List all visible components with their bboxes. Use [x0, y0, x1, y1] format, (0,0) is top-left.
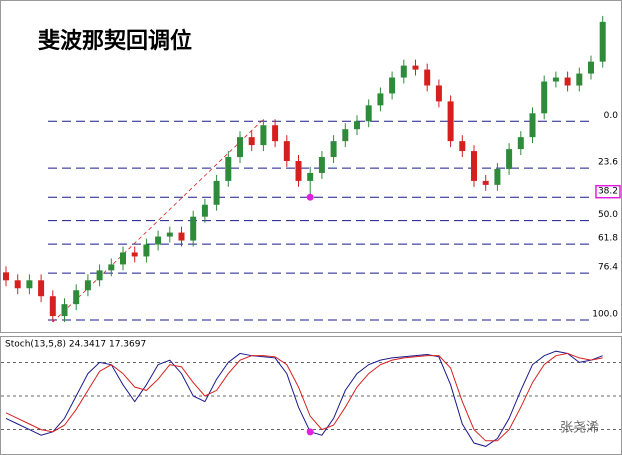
candle-body: [131, 252, 138, 257]
highlight-dot: [306, 428, 314, 436]
candle-body: [318, 157, 325, 173]
fib-label: 76.4: [598, 263, 618, 273]
stoch-line: [5, 350, 603, 447]
candle-body: [14, 280, 21, 289]
fib-label: 50.0: [598, 210, 618, 220]
candle-body: [342, 129, 349, 142]
candle-body: [272, 125, 279, 142]
candle-body: [576, 73, 583, 86]
candle-body: [166, 232, 173, 237]
stoch-line: [5, 352, 603, 442]
fib-label-box: [595, 184, 621, 199]
candle-body: [26, 280, 33, 289]
fib-label: 23.6: [598, 158, 618, 168]
candle-body: [471, 151, 477, 181]
candle-body: [237, 137, 243, 158]
candle-body: [260, 125, 267, 146]
candle-body: [377, 93, 384, 106]
main-panel: [0, 0, 622, 333]
candle-body: [412, 65, 419, 70]
candle-body: [482, 180, 489, 185]
candle-body: [365, 105, 372, 122]
candle-body: [225, 157, 232, 181]
candle-body: [599, 21, 606, 62]
candle-body: [424, 69, 431, 86]
candle-body: [494, 168, 501, 185]
stoch-title: Stoch(13,5,8) 24.3417 17.3697: [5, 340, 146, 350]
fib-label: 100.0: [592, 310, 618, 320]
candle-body: [295, 161, 302, 181]
candle-body: [84, 280, 91, 291]
candle-body: [552, 77, 559, 82]
watermark: 张尧浠: [560, 421, 599, 436]
candle-body: [330, 141, 337, 158]
candle-body: [143, 244, 150, 257]
chart-title: 斐波那契回调位: [38, 28, 192, 54]
candle-body: [588, 61, 594, 74]
candle-body: [201, 204, 208, 217]
candle-body: [49, 296, 56, 317]
candle-body: [120, 252, 126, 265]
candle-body: [400, 65, 407, 78]
candle-body: [459, 141, 466, 152]
candle-body: [541, 81, 548, 114]
candle-body: [517, 137, 524, 150]
candle-body: [564, 77, 571, 86]
fib-label: 61.8: [598, 234, 618, 244]
candle-body: [506, 149, 513, 169]
candle-body: [61, 304, 68, 317]
candle-body: [178, 232, 185, 241]
candle-body: [435, 85, 442, 102]
candle-body: [389, 77, 396, 94]
candle-body: [108, 264, 115, 271]
candle-body: [447, 101, 454, 142]
candle-body: [38, 280, 45, 297]
stoch-panel: [0, 336, 622, 455]
candle-body: [73, 290, 80, 305]
candle-body: [155, 236, 162, 245]
highlight-dot: [306, 193, 314, 201]
candle-body: [3, 272, 9, 281]
candle-body: [190, 216, 197, 241]
candle-body: [248, 137, 255, 146]
candle-body: [307, 172, 314, 181]
candle-body: [96, 270, 103, 281]
candle-body: [283, 141, 290, 162]
fib-label: 38.2: [598, 187, 618, 197]
fib-label: 0.0: [604, 111, 619, 121]
candle-body: [354, 121, 360, 130]
candle-body: [213, 180, 220, 205]
candle-body: [529, 113, 536, 138]
